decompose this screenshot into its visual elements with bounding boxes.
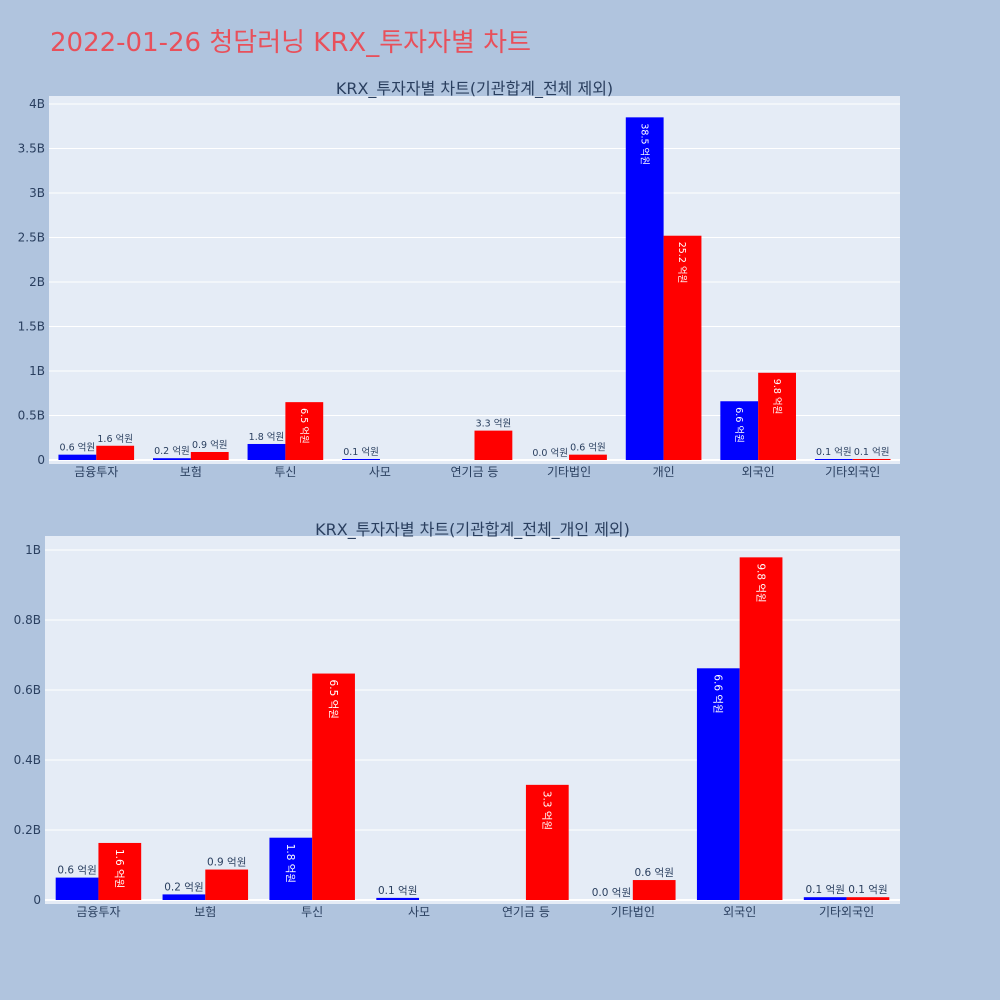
data-label: 9.8 억원 xyxy=(754,563,766,602)
bar xyxy=(190,451,229,460)
data-label: 6.5 억원 xyxy=(298,408,310,444)
x-tick-label: 기타법인 xyxy=(547,465,591,479)
data-label: 0.2 억원 xyxy=(164,881,203,893)
bar xyxy=(663,235,702,460)
bar xyxy=(758,372,796,460)
bar xyxy=(814,459,853,460)
bar xyxy=(803,897,847,900)
x-tick-label: 기타법인 xyxy=(611,905,655,919)
x-tick-label: 사모 xyxy=(408,905,430,919)
page-title: 2022-01-26 청담러닝 KRX_투자자별 차트 xyxy=(50,28,532,58)
bar xyxy=(632,880,676,900)
x-tick-label: 외국인 xyxy=(723,905,756,919)
data-label: 0.2 억원 xyxy=(154,445,190,457)
y-tick-label: 0.2B xyxy=(14,823,41,837)
bar xyxy=(153,458,191,460)
data-label: 9.8 억원 xyxy=(771,379,783,415)
x-tick-label: 금융투자 xyxy=(74,465,118,479)
bar xyxy=(55,877,99,900)
bar xyxy=(312,673,355,900)
data-label: 3.3 억원 xyxy=(476,418,512,430)
x-tick-label: 연기금 등 xyxy=(451,465,499,479)
bar xyxy=(525,784,569,900)
y-tick-label: 0.4B xyxy=(14,753,41,767)
data-label: 3.3 억원 xyxy=(541,791,553,830)
bar xyxy=(96,445,135,460)
bar xyxy=(474,430,513,460)
data-label: 1.6 억원 xyxy=(97,433,133,445)
y-tick-label: 2B xyxy=(29,275,45,289)
x-tick-label: 연기금 등 xyxy=(502,905,550,919)
x-tick-label: 보험 xyxy=(180,465,202,479)
bar xyxy=(162,894,206,900)
data-label: 6.6 억원 xyxy=(712,674,724,713)
data-label: 0.6 억원 xyxy=(60,442,96,454)
bar xyxy=(205,869,249,900)
bar xyxy=(285,402,324,460)
data-label: 0.0 억원 xyxy=(592,887,631,899)
data-label: 0.1 억원 xyxy=(854,446,890,458)
y-tick-label: 1B xyxy=(25,543,41,557)
y-tick-label: 3.5B xyxy=(18,142,45,156)
data-label: 1.6 억원 xyxy=(113,849,125,888)
data-label: 0.9 억원 xyxy=(207,857,246,869)
bar xyxy=(58,454,97,460)
x-tick-label: 투신 xyxy=(274,465,296,479)
bar xyxy=(852,459,891,460)
x-tick-label: 개인 xyxy=(653,465,675,479)
chart-bottom: 0 0.2B 0.4B 0.6B 0.8B 1B KRX_투자자별 차트(기관합계_전체_개… xyxy=(14,520,900,919)
data-label: 6.5 억원 xyxy=(327,680,339,719)
y-tick-label: 0.6B xyxy=(14,683,41,697)
bar xyxy=(625,117,664,460)
bar xyxy=(696,668,740,900)
x-tick-label: 사모 xyxy=(369,465,391,479)
y-tick-label: 3B xyxy=(29,186,45,200)
data-label: 38.5 억원 xyxy=(638,123,650,165)
bar xyxy=(247,443,286,460)
x-tick-label: 투신 xyxy=(301,905,323,919)
data-label: 25.2 억원 xyxy=(676,242,688,284)
y-tick-label: 0 xyxy=(37,453,45,467)
x-tick-label: 기타외국인 xyxy=(825,465,880,479)
data-label: 0.6 억원 xyxy=(57,865,96,877)
y-tick-label: 0.5B xyxy=(18,409,45,423)
data-label: 0.1 억원 xyxy=(343,446,379,458)
chart-title: KRX_투자자별 차트(기관합계_전체_개인 제외) xyxy=(315,520,630,540)
y-tick-label: 1.5B xyxy=(18,320,45,334)
bar xyxy=(846,897,890,900)
y-tick-label: 2.5B xyxy=(18,231,45,245)
chart-title: KRX_투자자별 차트(기관합계_전체 제외) xyxy=(336,79,613,99)
data-label: 6.6 억원 xyxy=(733,407,745,443)
bar xyxy=(569,454,607,460)
data-label: 0.1 억원 xyxy=(848,884,887,896)
data-label: 1.8 억원 xyxy=(249,431,285,443)
data-label: 0.1 억원 xyxy=(806,884,845,896)
data-label: 0.0 억원 xyxy=(532,447,568,459)
chart-top: 0 0.5B 1B 1.5B 2B 2.5B 3B 3.5B 4B KRX_투자자별 차트(기관합… xyxy=(18,79,900,479)
data-label: 0.1 억원 xyxy=(816,446,852,458)
data-label: 0.1 억원 xyxy=(378,885,417,897)
y-tick-label: 1B xyxy=(29,364,45,378)
y-tick-label: 4B xyxy=(29,97,45,111)
x-tick-label: 보험 xyxy=(194,905,216,919)
bar xyxy=(376,897,420,900)
y-tick-label: 0 xyxy=(33,893,41,907)
bar xyxy=(342,459,380,460)
data-label: 0.6 억원 xyxy=(570,442,606,454)
data-label: 0.9 억원 xyxy=(192,439,228,451)
x-tick-label: 기타외국인 xyxy=(819,905,874,919)
data-label: 0.6 억원 xyxy=(635,867,674,879)
y-tick-label: 0.8B xyxy=(14,613,41,627)
x-tick-label: 외국인 xyxy=(742,465,775,479)
x-tick-label: 금융투자 xyxy=(76,905,120,919)
data-label: 1.8 억원 xyxy=(284,844,296,883)
bar xyxy=(98,842,142,900)
bar xyxy=(739,557,783,900)
bar xyxy=(720,401,759,460)
bar xyxy=(269,837,313,900)
